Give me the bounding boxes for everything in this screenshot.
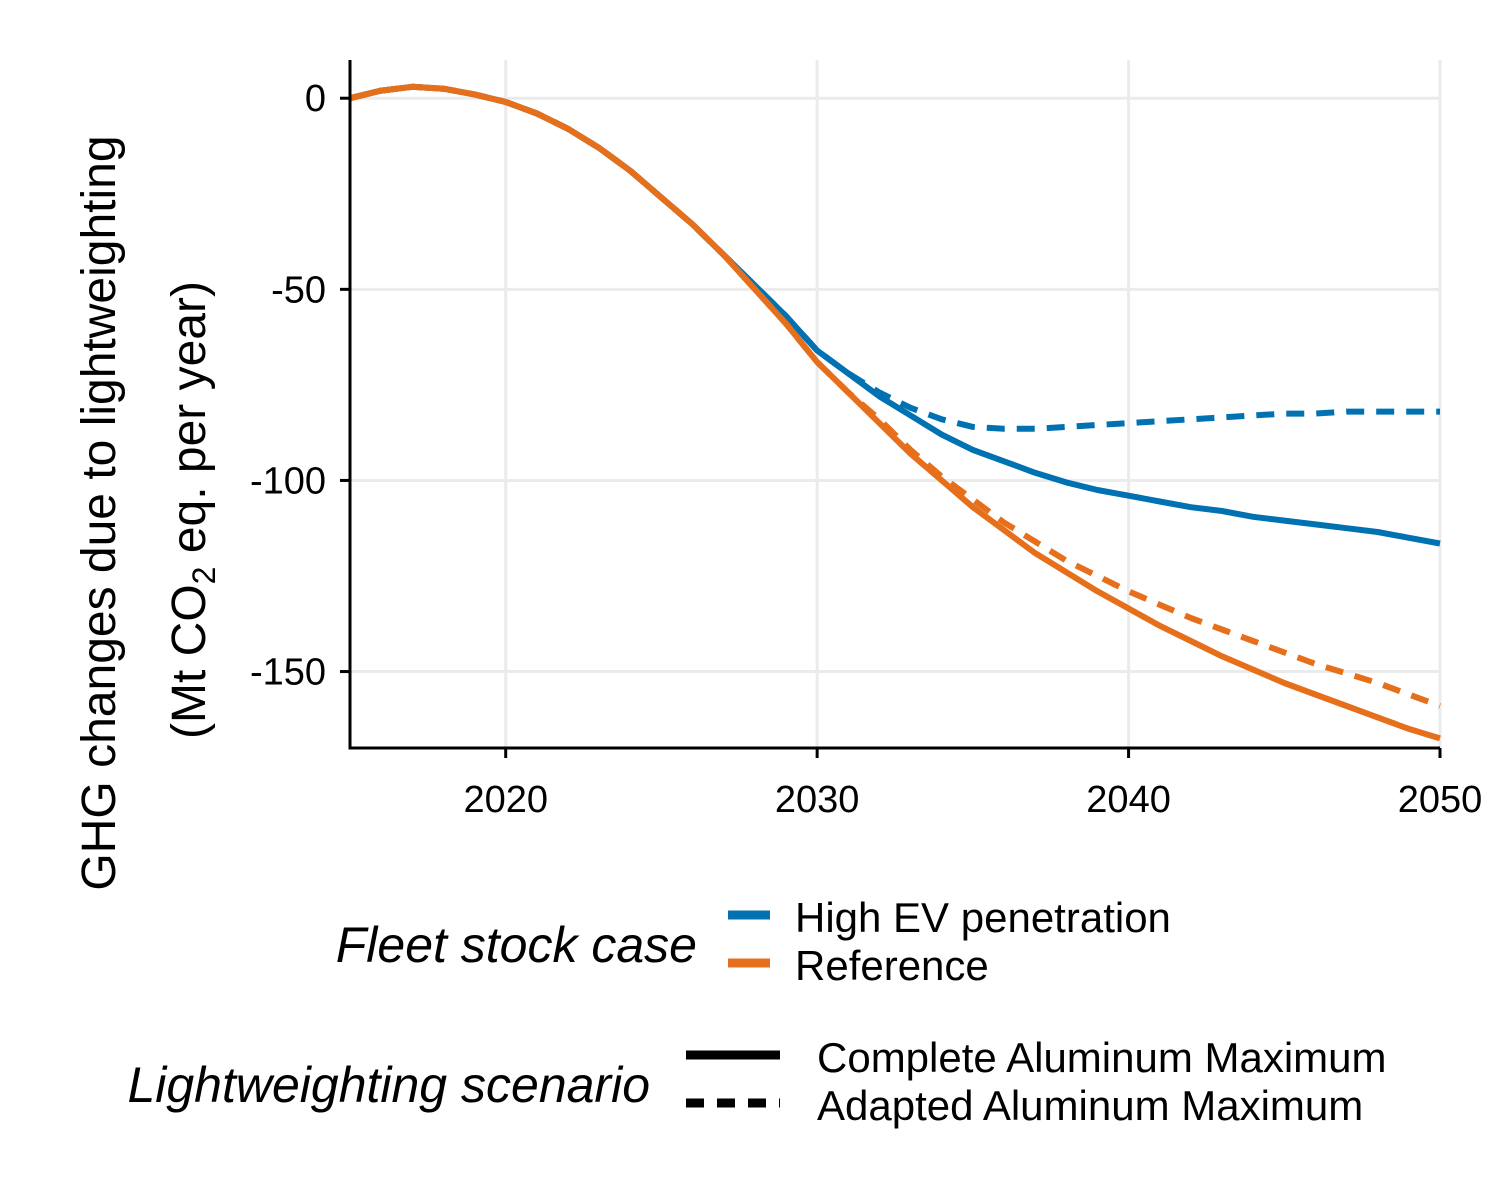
y-axis-title-line2-prefix: (Mt CO: [163, 584, 216, 739]
x-tick-label-2040: 2040: [1086, 779, 1171, 821]
series-lines: [349, 83, 1442, 742]
series-line-high-ev-penetration-adapted-aluminum-maximum: [349, 83, 1440, 432]
y-axis-title-line2-subscript: 2: [186, 567, 222, 585]
y-axis-title-line1: GHG changes due to lightweighting: [73, 135, 126, 890]
y-tick-label-0: 0: [305, 78, 326, 120]
legend-fleet-label-high-ev: High EV penetration: [795, 894, 1171, 941]
series-line-high-ev-penetration-complete-aluminum-maximum: [349, 83, 1441, 547]
y-tick-label--50: -50: [271, 269, 326, 311]
x-tick-label-2050: 2050: [1398, 779, 1483, 821]
legend-lightweighting-scenario: Lightweighting scenario Complete Aluminu…: [127, 1034, 1386, 1129]
y-tick-label--150: -150: [250, 652, 326, 694]
y-axis-title-line2-suffix: eq. per year): [163, 281, 216, 566]
axes: [348, 60, 1440, 750]
legend-fleet-label-reference: Reference: [795, 942, 989, 989]
series-line-reference-complete-aluminum-maximum: [349, 83, 1441, 742]
y-axis-ticks: 0 -50 -100 -150: [250, 78, 350, 694]
legend-scenario-label-complete: Complete Aluminum Maximum: [817, 1034, 1387, 1081]
series-line-reference-adapted-aluminum-maximum: [349, 83, 1442, 709]
legend-fleet-stock: Fleet stock case High EV penetration Ref…: [336, 894, 1171, 989]
x-axis-ticks: 2020 2030 2040 2050: [463, 748, 1482, 821]
y-tick-label--100: -100: [250, 460, 326, 502]
grid-lines: [350, 60, 1442, 748]
y-axis-title: GHG changes due to lightweighting (Mt CO…: [73, 135, 222, 890]
legend-fleet-title: Fleet stock case: [336, 917, 697, 973]
legend-scenario-title: Lightweighting scenario: [127, 1057, 650, 1113]
x-tick-label-2020: 2020: [463, 779, 548, 821]
y-axis-title-line2: (Mt CO2 eq. per year): [163, 281, 222, 739]
x-tick-label-2030: 2030: [775, 779, 860, 821]
legend-scenario-label-adapted: Adapted Aluminum Maximum: [817, 1082, 1363, 1129]
